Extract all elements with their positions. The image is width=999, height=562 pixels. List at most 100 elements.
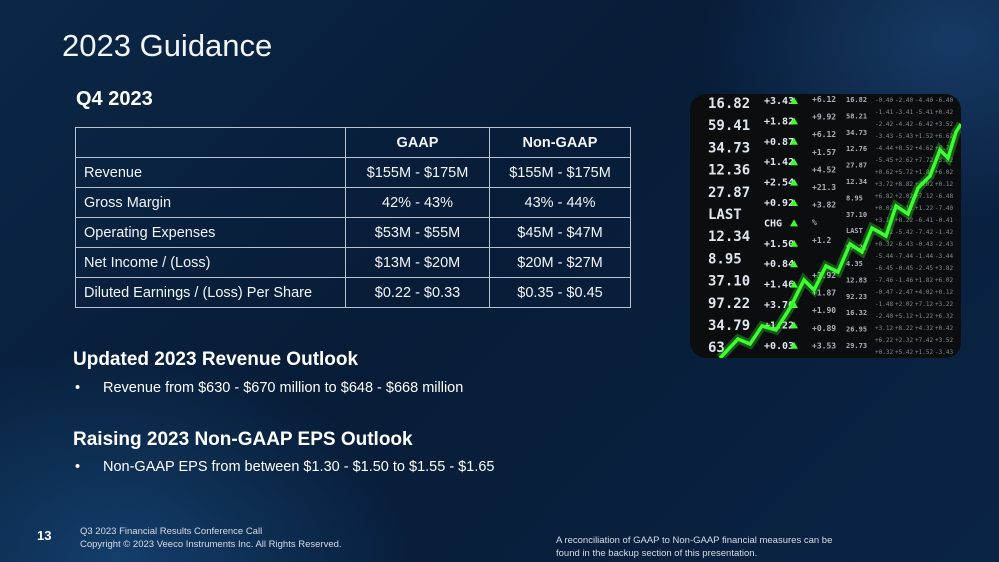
ticker-value: +5.12 bbox=[895, 313, 913, 320]
ticker-value: 92.23 bbox=[846, 293, 867, 301]
ticker-value: -5.42 bbox=[895, 229, 913, 236]
ticker-value: +1.82 bbox=[915, 169, 933, 176]
ticker-value: +0.42 bbox=[935, 109, 953, 116]
bullet-icon: • bbox=[75, 380, 81, 396]
ticker-value: -5.41 bbox=[915, 109, 933, 116]
ticker-value: +8.22 bbox=[895, 217, 913, 224]
ticker-price: 12.34 bbox=[708, 229, 750, 245]
ticker-price: 97.22 bbox=[708, 296, 750, 312]
ticker-value: 12.83 bbox=[846, 276, 867, 284]
ticker-value: +4.32 bbox=[915, 325, 933, 332]
revenue-outlook-bullet: • Revenue from $630 - $670 million to $64… bbox=[75, 380, 463, 396]
non-gaap-cell: $0.35 - $0.45 bbox=[489, 277, 631, 308]
guidance-table: GAAP Non-GAAP Revenue $155M - $175M $155… bbox=[75, 127, 631, 308]
bullet-text: Non-GAAP EPS from between $1.30 - $1.50 … bbox=[103, 459, 495, 475]
eps-outlook-heading: Raising 2023 Non-GAAP EPS Outlook bbox=[73, 429, 413, 450]
ticker-value: +1.87 bbox=[812, 289, 836, 298]
ticker-value: -2.40 bbox=[895, 97, 913, 104]
ticker-value: +6.02 bbox=[935, 169, 953, 176]
ticker-price: 59.41 bbox=[708, 118, 750, 134]
footer-text: Q3 2023 Financial Results Conference Cal… bbox=[80, 525, 342, 551]
ticker-value: 16.82 bbox=[846, 96, 867, 104]
ticker-value: -3.43 bbox=[935, 349, 953, 356]
ticker-value: +6.62 bbox=[935, 133, 953, 140]
ticker-value: -0.47 bbox=[875, 289, 893, 296]
ticker-value: +3.82 bbox=[812, 201, 836, 210]
ticker-value: -6.48 bbox=[935, 193, 953, 200]
table-row: Net Income / (Loss) $13M - $20M $20M - $… bbox=[75, 247, 631, 278]
gaap-cell: $0.22 - $0.33 bbox=[345, 277, 490, 308]
up-arrow-icon bbox=[790, 137, 798, 145]
up-arrow-icon bbox=[790, 117, 798, 125]
ticker-value: +0.62 bbox=[875, 169, 893, 176]
ticker-price: 12.36 bbox=[708, 163, 750, 179]
up-arrow-icon bbox=[790, 239, 798, 247]
ticker-value: +7.72 bbox=[915, 157, 933, 164]
ticker-value: +2.02 bbox=[895, 301, 913, 308]
table-header-cell: Non-GAAP bbox=[489, 127, 631, 158]
ticker-value: 8.95 bbox=[846, 194, 863, 202]
ticker-value: +3.12 bbox=[875, 325, 893, 332]
ticker-value: % bbox=[812, 218, 817, 227]
ticker-value: +4.62 bbox=[915, 145, 933, 152]
ticker-value: +5.72 bbox=[895, 169, 913, 176]
up-arrow-icon bbox=[790, 260, 798, 268]
ticker-value: +2.02 bbox=[895, 193, 913, 200]
ticker-value: +3.92 bbox=[812, 271, 836, 280]
ticker-value: 34.73 bbox=[846, 129, 867, 137]
bullet-text: Revenue from $630 - $670 million to $648… bbox=[103, 380, 464, 396]
ticker-change: +0.84 bbox=[764, 259, 794, 270]
ticker-value: -7.46 bbox=[875, 277, 893, 284]
stock-ticker-image: 16.82 59.41 34.73 12.36 27.87 LAST 12.34 8.95 37… bbox=[690, 94, 961, 358]
ticker-value: 29.73 bbox=[846, 342, 867, 350]
row-label: Operating Expenses bbox=[75, 217, 346, 248]
ticker-value: +0.02 bbox=[875, 205, 893, 212]
up-arrow-icon bbox=[790, 321, 798, 329]
ticker-value: +4.52 bbox=[812, 165, 836, 174]
ticker-value: 37.10 bbox=[846, 211, 867, 219]
non-gaap-cell: $45M - $47M bbox=[489, 217, 631, 248]
ticker-value: LAST bbox=[846, 227, 863, 235]
ticker-value: -6.40 bbox=[935, 97, 953, 104]
ticker-value: -0.41 bbox=[935, 217, 953, 224]
ticker-price: 8.95 bbox=[708, 251, 742, 267]
ticker-value: -7.44 bbox=[895, 253, 913, 260]
gaap-cell: 42% - 43% bbox=[345, 187, 490, 218]
stock-ticker-graphic: 16.82 59.41 34.73 12.36 27.87 LAST 12.34 8.95 37… bbox=[708, 95, 961, 358]
ticker-value: -6.45 bbox=[875, 265, 893, 272]
ticker-value: +6.22 bbox=[875, 337, 893, 344]
ticker-value: -2.47 bbox=[895, 289, 913, 296]
eps-outlook-bullet: • Non-GAAP EPS from between $1.30 - $1.50… bbox=[75, 459, 494, 475]
row-label: Diluted Earnings / (Loss) Per Share bbox=[75, 277, 346, 308]
ticker-change: +3.43 bbox=[764, 96, 794, 107]
ticker-value: -4.40 bbox=[915, 97, 933, 104]
ticker-value: 27.87 bbox=[846, 162, 867, 170]
ticker-value: +3.52 bbox=[935, 121, 953, 128]
ticker-value: -2.42 bbox=[875, 121, 893, 128]
ticker-price: 16.82 bbox=[708, 96, 750, 112]
non-gaap-cell: 43% - 44% bbox=[489, 187, 631, 218]
gaap-cell: $155M - $175M bbox=[345, 157, 490, 188]
ticker-value: +3.82 bbox=[935, 157, 953, 164]
ticker-value: -7.42 bbox=[915, 229, 933, 236]
up-arrow-icon bbox=[790, 97, 798, 104]
ticker-value: +2.32 bbox=[895, 337, 913, 344]
gaap-cell: $13M - $20M bbox=[345, 247, 490, 278]
ticker-value: -5.43 bbox=[895, 133, 913, 140]
bullet-icon: • bbox=[75, 459, 81, 475]
ticker-value: +4.02 bbox=[915, 181, 933, 188]
ticker-value: -3.43 bbox=[875, 133, 893, 140]
ticker-value: -6.43 bbox=[895, 241, 913, 248]
ticker-value: -5.44 bbox=[875, 253, 893, 260]
ticker-value: +0.32 bbox=[875, 241, 893, 248]
ticker-value: -2.45 bbox=[915, 265, 933, 272]
revenue-outlook-heading: Updated 2023 Revenue Outlook bbox=[73, 349, 359, 370]
ticker-value: -6.41 bbox=[915, 217, 933, 224]
ticker-value: +3.22 bbox=[935, 301, 953, 308]
ticker-value: +3.72 bbox=[875, 181, 893, 188]
ticker-price: 34.79 bbox=[708, 318, 750, 334]
up-arrow-icon bbox=[790, 219, 798, 227]
ticker-value: +1.82 bbox=[915, 277, 933, 284]
row-label: Gross Margin bbox=[75, 187, 346, 218]
ticker-value: -2.40 bbox=[875, 313, 893, 320]
